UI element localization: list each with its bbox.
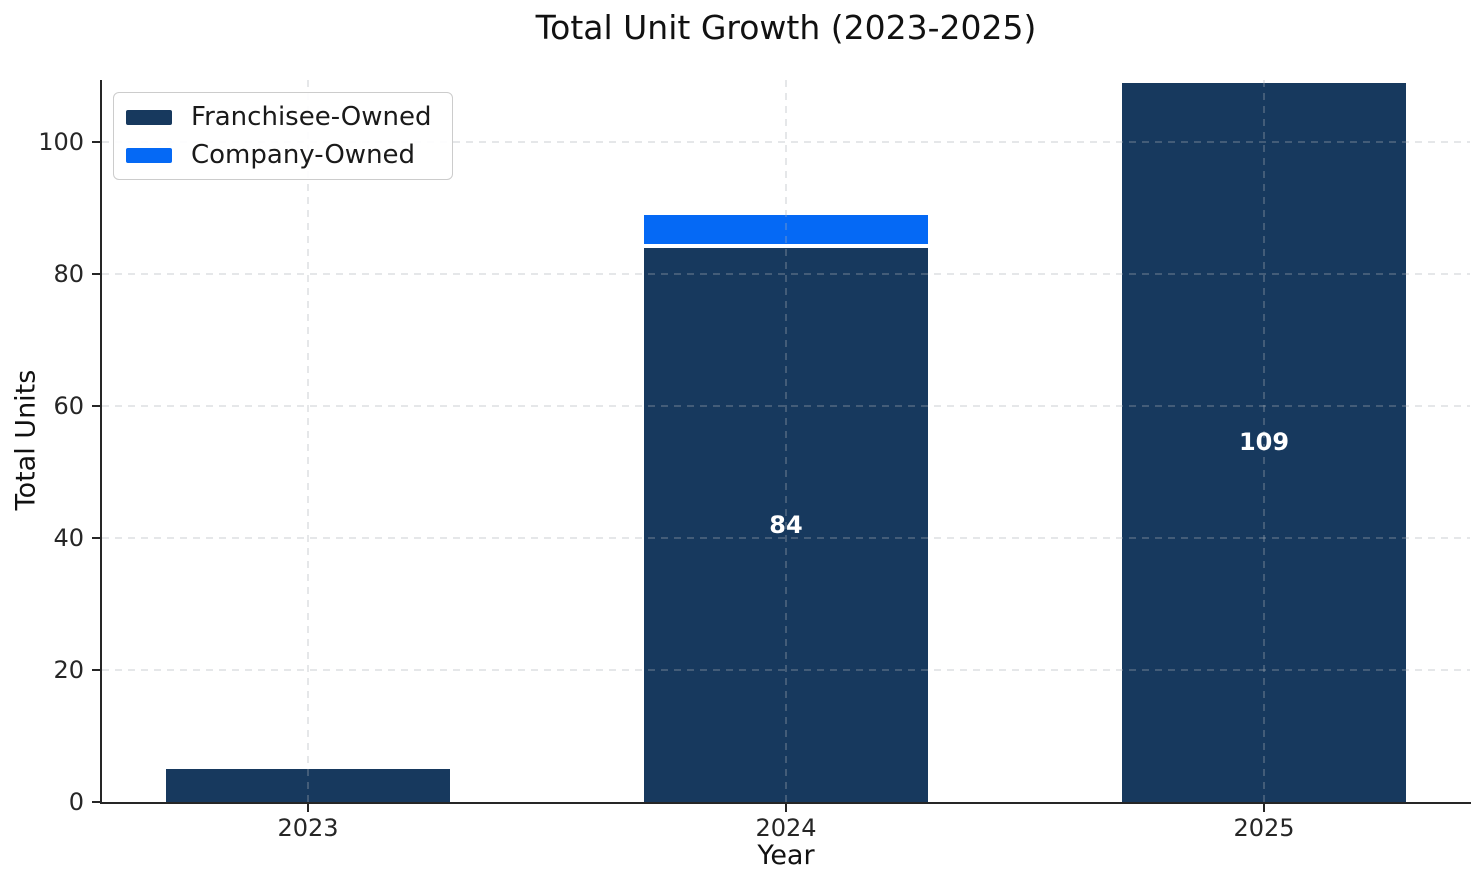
- x-tick-mark-2024: [784, 804, 788, 812]
- y-tick-mark-20: [92, 668, 100, 672]
- x-tick-mark-2023: [306, 804, 310, 812]
- legend-item-company: Company-Owned: [126, 140, 432, 170]
- bar-segment-franchisee-owned-2024: [644, 247, 928, 802]
- y-tick-mark-0: [92, 800, 100, 804]
- y-tick-label-40: 40: [53, 524, 84, 552]
- gridline-v-2023: [307, 80, 309, 802]
- y-tick-mark-60: [92, 404, 100, 408]
- chart-title: Total Unit Growth (2023-2025): [535, 8, 1037, 47]
- x-axis-label: Year: [757, 840, 815, 871]
- legend: Franchisee-Owned Company-Owned: [113, 92, 453, 180]
- legend-swatch-company-icon: [126, 147, 172, 163]
- legend-label-company: Company-Owned: [191, 140, 416, 170]
- y-tick-mark-40: [92, 536, 100, 540]
- y-axis-label: Total Units: [10, 369, 42, 511]
- y-tick-mark-80: [92, 272, 100, 276]
- legend-swatch-franchisee-icon: [126, 109, 172, 125]
- x-tick-mark-2025: [1262, 804, 1266, 812]
- y-axis-spine: [99, 80, 102, 804]
- y-tick-label-0: 0: [68, 788, 84, 816]
- bar-segment-franchisee-owned-2025: [1122, 82, 1406, 802]
- legend-item-franchisee: Franchisee-Owned: [126, 102, 432, 132]
- x-axis-spine: [99, 801, 1471, 804]
- y-tick-mark-100: [92, 140, 100, 144]
- x-tick-label-2024: 2024: [755, 814, 817, 842]
- x-tick-label-2025: 2025: [1233, 814, 1295, 842]
- y-tick-label-100: 100: [38, 128, 84, 157]
- bar-value-label-2024: 84: [769, 510, 803, 539]
- legend-label-franchisee: Franchisee-Owned: [191, 102, 432, 132]
- x-tick-label-2023: 2023: [277, 814, 339, 842]
- y-tick-label-20: 20: [53, 656, 84, 684]
- y-tick-label-80: 80: [53, 260, 84, 289]
- y-tick-label-60: 60: [53, 392, 84, 421]
- plot-area: 84 109 0 20 40 60 80 100 2023 2024 2025: [38, 80, 1470, 842]
- bar-value-label-2025: 109: [1238, 428, 1290, 457]
- bar-segment-franchisee-owned-2023: [166, 769, 450, 802]
- bar-segment-company-owned-2024: [644, 214, 928, 244]
